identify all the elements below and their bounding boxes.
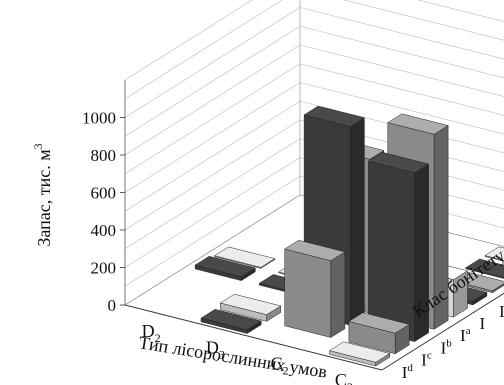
back-wall-gridline bbox=[343, 0, 504, 41]
side-wall-gridline bbox=[124, 119, 301, 231]
y-tick-label: 200 bbox=[91, 259, 117, 278]
z-tick-label: Ib bbox=[441, 337, 453, 357]
bar-top-face bbox=[213, 246, 276, 268]
bar-C2-Ic bbox=[284, 239, 346, 338]
z-tick-label: Ia bbox=[460, 325, 471, 345]
bar-side-face bbox=[330, 251, 346, 338]
z-tick-label: Ic bbox=[421, 350, 432, 370]
z-tick-label: Id bbox=[402, 362, 414, 382]
y-axis-title: Запас, тис. м3 bbox=[31, 143, 54, 246]
back-wall-gridline bbox=[299, 63, 504, 116]
bar-top-face bbox=[328, 341, 391, 363]
bar-top-face bbox=[387, 113, 449, 135]
side-wall-gridline bbox=[124, 0, 253, 81]
side-wall-gridline bbox=[124, 157, 301, 268]
bar-C3-V bbox=[484, 246, 504, 262]
side-wall-gridline bbox=[124, 7, 301, 118]
z-axis-line bbox=[381, 292, 504, 371]
bar-D2-Ia bbox=[194, 256, 256, 282]
bar-C3-Ic bbox=[348, 312, 410, 355]
z-tick-label: II bbox=[499, 302, 504, 321]
x-tick-label: D2 bbox=[142, 321, 161, 345]
y-tick-label: 600 bbox=[91, 184, 117, 203]
floor-left-edge bbox=[124, 194, 301, 306]
back-wall-gridline bbox=[299, 7, 504, 60]
bar-side-face bbox=[350, 117, 365, 326]
y-tick-label: 0 bbox=[108, 296, 117, 315]
bar-top-face bbox=[348, 312, 410, 334]
side-wall-gridline bbox=[124, 175, 301, 287]
bar-top-face bbox=[367, 152, 430, 174]
bar-top-face bbox=[194, 256, 256, 278]
back-wall-gridline bbox=[417, 0, 504, 22]
x-tick-label: C3 bbox=[335, 370, 353, 385]
side-wall-gridline bbox=[124, 138, 301, 250]
bar-D3-Ic bbox=[219, 293, 282, 322]
bars-group bbox=[194, 105, 504, 367]
bar-top-face bbox=[284, 239, 346, 261]
x-axis-line bbox=[124, 304, 383, 371]
bar-C3-IV bbox=[464, 258, 504, 279]
x-axis-title: Тип лісорослинних умов bbox=[137, 332, 328, 382]
bar-top-face bbox=[484, 246, 504, 261]
bar-top-face bbox=[464, 258, 504, 278]
bar-D2-I bbox=[213, 246, 276, 269]
bar-C3-Ib bbox=[367, 152, 430, 343]
y-tick-label: 1000 bbox=[82, 109, 116, 128]
back-wall-gridline bbox=[299, 44, 504, 97]
bar-top-face bbox=[219, 293, 282, 315]
bar-C3-Id bbox=[328, 341, 391, 367]
x-tick-label: D3 bbox=[206, 337, 225, 361]
side-wall-gridline bbox=[124, 44, 301, 156]
x-tick-label: C2 bbox=[271, 354, 289, 378]
side-wall-gridline bbox=[124, 82, 301, 193]
y-tick-label: 400 bbox=[91, 221, 117, 240]
side-wall-gridline bbox=[124, 63, 301, 175]
bar-top-face bbox=[303, 105, 366, 127]
bar-front-face bbox=[284, 248, 332, 338]
side-wall-gridline bbox=[124, 0, 283, 100]
side-wall-gridline bbox=[124, 100, 301, 212]
bar-top-face bbox=[200, 309, 262, 331]
back-wall-gridline bbox=[299, 82, 504, 135]
bar-D3-Id bbox=[200, 309, 262, 334]
z-tick-label: I bbox=[480, 314, 486, 333]
side-wall-gridline bbox=[124, 25, 301, 137]
back-wall-gridline bbox=[299, 25, 504, 79]
bar-side-face bbox=[492, 283, 504, 294]
y-tick-label: 800 bbox=[91, 146, 117, 165]
bar-front-face bbox=[368, 160, 415, 342]
